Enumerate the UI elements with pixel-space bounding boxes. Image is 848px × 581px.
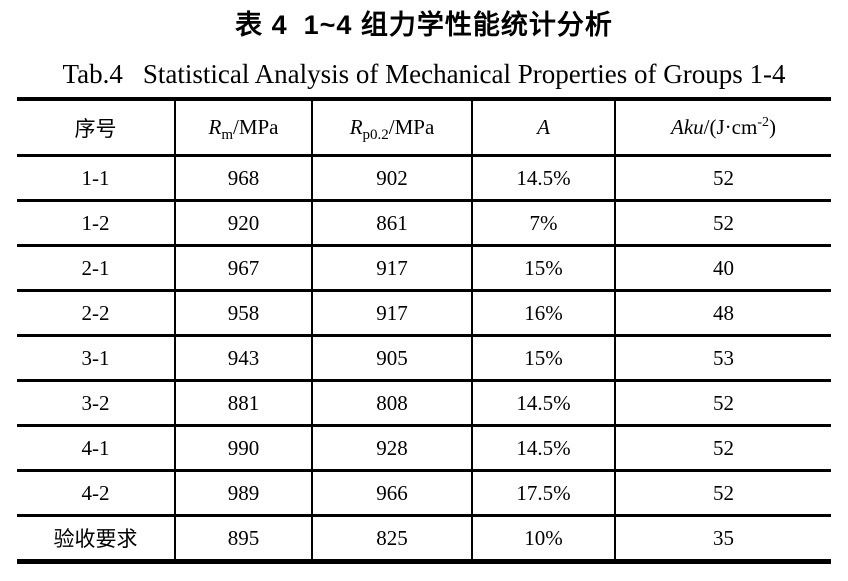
cell-tensile-strength: 968 bbox=[175, 155, 313, 202]
cell-impact-energy: 52 bbox=[615, 425, 831, 472]
table-title-zh-text: 1~4 组力学性能统计分析 bbox=[303, 10, 613, 40]
col-unit-superscript: -2 bbox=[757, 115, 769, 130]
cell-elongation: 10% bbox=[472, 515, 616, 562]
cell-yield-strength: 808 bbox=[312, 380, 473, 427]
cell-elongation: 16% bbox=[472, 290, 616, 337]
cell-tensile-strength: 895 bbox=[175, 515, 313, 562]
cell-impact-energy: 53 bbox=[615, 335, 831, 382]
cell-tensile-strength: 881 bbox=[175, 380, 313, 427]
table-number-zh: 表 4 bbox=[235, 10, 288, 40]
cell-impact-energy: 48 bbox=[615, 290, 831, 337]
table-body: 1-1 968 902 14.5% 52 1-2 920 861 7% 52 2… bbox=[17, 155, 831, 562]
cell-tensile-strength: 943 bbox=[175, 335, 313, 382]
col-header-sample-id: 序号 bbox=[17, 99, 176, 157]
col-header-impact-energy: Aku/(J·cm-2) bbox=[615, 99, 831, 157]
cell-elongation: 14.5% bbox=[472, 155, 616, 202]
cell-yield-strength: 902 bbox=[312, 155, 473, 202]
cell-impact-energy: 52 bbox=[615, 470, 831, 517]
table-number-en: Tab.4 bbox=[62, 59, 123, 89]
cell-impact-energy: 40 bbox=[615, 245, 831, 292]
cell-elongation: 14.5% bbox=[472, 425, 616, 472]
table-title-en: Tab.4 Statistical Analysis of Mechanical … bbox=[0, 56, 848, 92]
cell-yield-strength: 825 bbox=[312, 515, 473, 562]
cell-elongation: 15% bbox=[472, 335, 616, 382]
table-row: 3-2 881 808 14.5% 52 bbox=[17, 380, 831, 427]
cell-yield-strength: 966 bbox=[312, 470, 473, 517]
cell-yield-strength: 917 bbox=[312, 245, 473, 292]
col-unit: /MPa bbox=[388, 115, 435, 139]
cell-impact-energy: 35 bbox=[713, 525, 734, 550]
cell-sample-id: 4-2 bbox=[17, 470, 176, 517]
cell-elongation: 7% bbox=[472, 200, 616, 247]
table-row: 2-2 958 917 16% 48 bbox=[17, 290, 831, 337]
table-row: 4-2 989 966 17.5% 52 bbox=[17, 470, 831, 517]
col-symbol: R bbox=[208, 115, 222, 139]
col-header-tensile-strength: Rm/MPa bbox=[175, 99, 313, 157]
col-symbol: R bbox=[349, 115, 363, 139]
cell-sample-id: 验收要求 bbox=[17, 515, 176, 562]
cell-impact-energy: 52 bbox=[615, 380, 831, 427]
col-header-elongation: A bbox=[472, 99, 616, 157]
cell-tensile-strength: 989 bbox=[175, 470, 313, 517]
cell-sample-id: 4-1 bbox=[17, 425, 176, 472]
table-title-en-text: Statistical Analysis of Mechanical Prope… bbox=[142, 59, 786, 89]
table-title-zh: 表 4 1~4 组力学性能统计分析 bbox=[0, 0, 848, 43]
cell-tensile-strength: 920 bbox=[175, 200, 313, 247]
col-symbol: A bbox=[537, 115, 550, 139]
cell-impact-energy: 52 bbox=[615, 155, 831, 202]
cell-sample-id: 1-1 bbox=[17, 155, 176, 202]
cell-sample-id: 2-1 bbox=[17, 245, 176, 292]
table-row: 2-1 967 917 15% 40 bbox=[17, 245, 831, 292]
cell-sample-id: 3-2 bbox=[17, 380, 176, 427]
col-symbol-subscript: m bbox=[221, 127, 233, 144]
mechanical-properties-table: 序号 Rm/MPa Rp0.2/MPa A Aku/(J·cm-2) 1-1 9… bbox=[17, 97, 831, 564]
cell-elongation: 15% bbox=[472, 245, 616, 292]
cell-elongation: 17.5% bbox=[472, 470, 616, 517]
col-symbol: Aku bbox=[671, 115, 704, 139]
table-row: 1-1 968 902 14.5% 52 bbox=[17, 155, 831, 202]
col-header-yield-strength: Rp0.2/MPa bbox=[312, 99, 473, 157]
cell-yield-strength: 928 bbox=[312, 425, 473, 472]
col-unit: /(J·cm bbox=[703, 115, 758, 139]
cell-impact-energy: 52 bbox=[615, 200, 831, 247]
table-row: 验收要求 895 825 10% 35 bbox=[17, 515, 831, 562]
col-header-sample-id-label: 序号 bbox=[74, 116, 117, 141]
table-row: 3-1 943 905 15% 53 bbox=[17, 335, 831, 382]
cell-sample-id: 3-1 bbox=[17, 335, 176, 382]
table-row: 4-1 990 928 14.5% 52 bbox=[17, 425, 831, 472]
cell-sample-id: 2-2 bbox=[17, 290, 176, 337]
cell-tensile-strength: 990 bbox=[175, 425, 313, 472]
cell-tensile-strength: 958 bbox=[175, 290, 313, 337]
col-symbol-subscript: p0.2 bbox=[362, 127, 389, 144]
cell-yield-strength: 917 bbox=[312, 290, 473, 337]
cell-elongation: 14.5% bbox=[472, 380, 616, 427]
cell-sample-id: 1-2 bbox=[17, 200, 176, 247]
table-row: 1-2 920 861 7% 52 bbox=[17, 200, 831, 247]
col-unit: ) bbox=[768, 115, 776, 139]
cell-tensile-strength: 967 bbox=[175, 245, 313, 292]
cell-yield-strength: 861 bbox=[312, 200, 473, 247]
table-header: 序号 Rm/MPa Rp0.2/MPa A Aku/(J·cm-2) bbox=[17, 99, 831, 157]
col-unit: /MPa bbox=[232, 115, 279, 139]
table-header-row: 序号 Rm/MPa Rp0.2/MPa A Aku/(J·cm-2) bbox=[17, 99, 831, 157]
cell-yield-strength: 905 bbox=[312, 335, 473, 382]
